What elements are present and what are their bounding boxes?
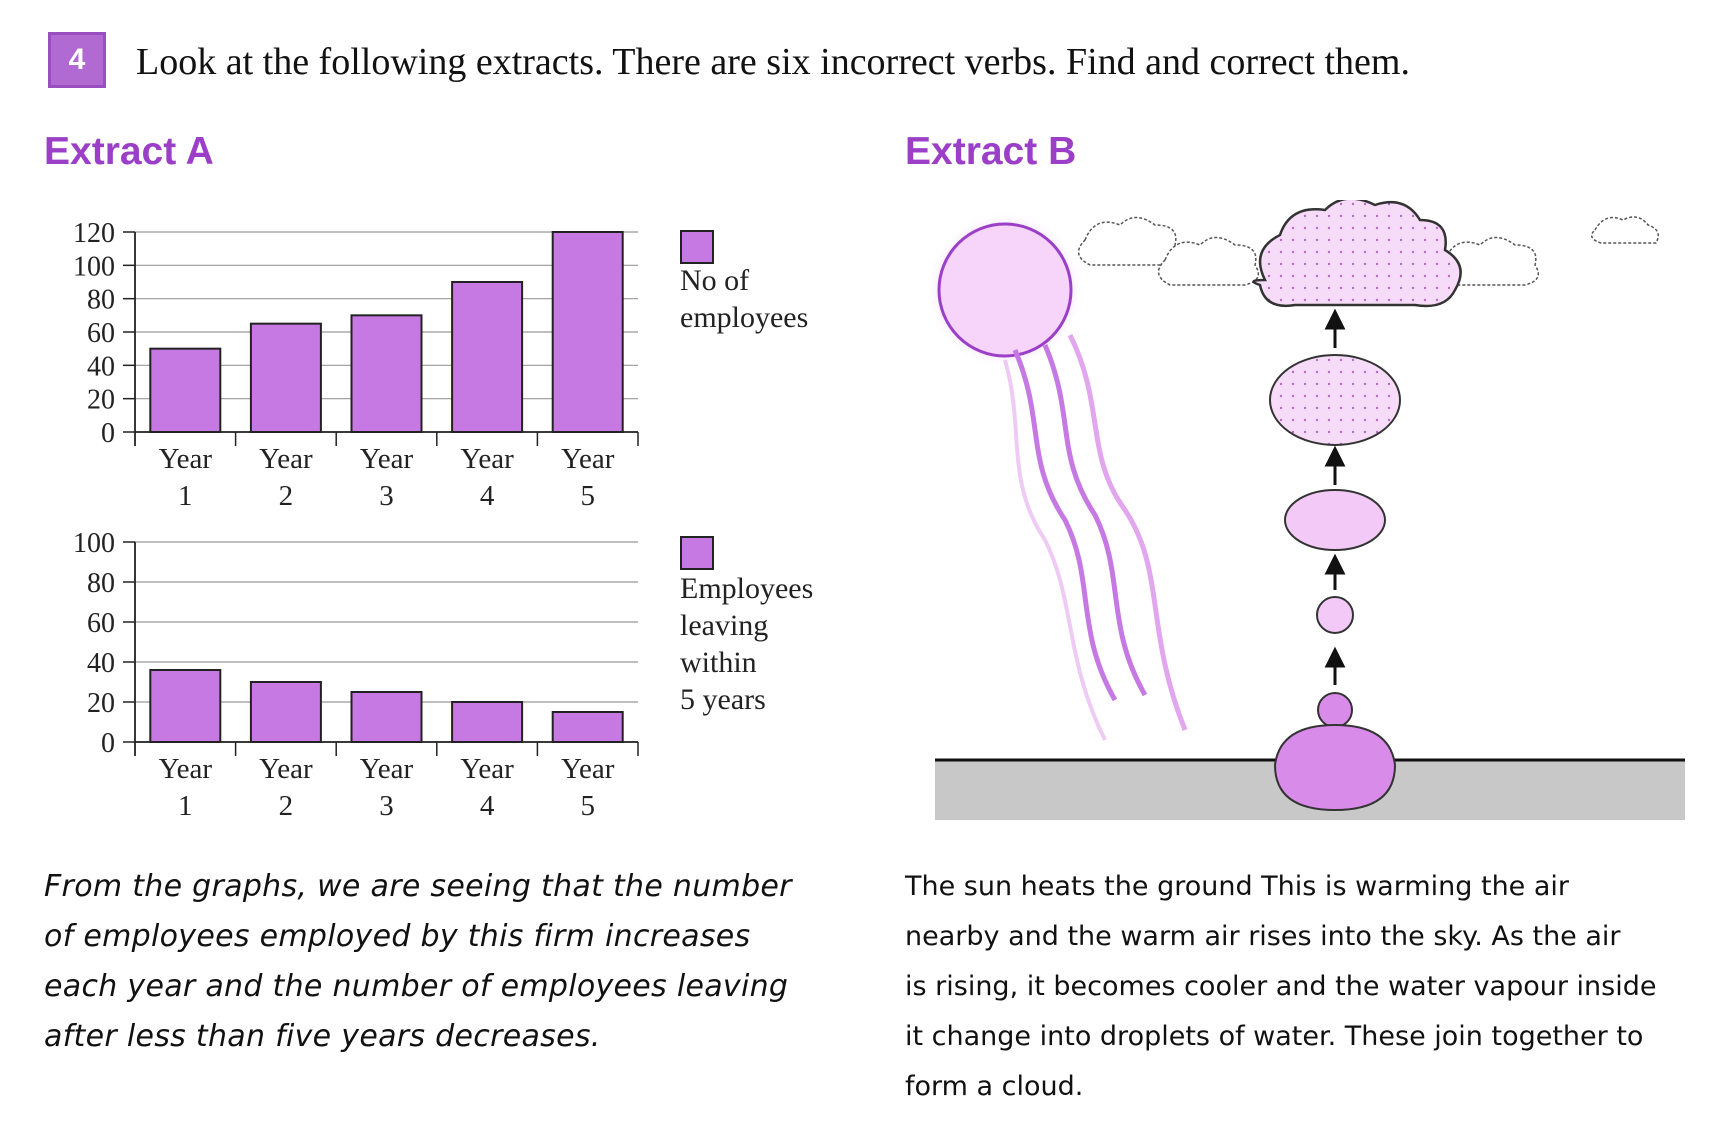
- x-tick-label: 4: [480, 480, 495, 512]
- legend-line: 5 years: [680, 683, 766, 716]
- x-tick-label: 3: [379, 790, 394, 822]
- task-instruction: Look at the following extracts. There ar…: [136, 41, 1410, 83]
- sun-icon: [927, 212, 1188, 741]
- task-header: 4 Look at the following extracts. There …: [48, 32, 1708, 92]
- leavers-chart-svg: 0 20 40 60 80 100 Year 1 Year 2 Year 3 Year 4 Year 5: [73, 528, 639, 822]
- legend-label-leavers: Employees leaving within 5 years: [680, 570, 880, 718]
- x-tick-label: 1: [178, 480, 193, 512]
- legend-label-employees: No of employees: [680, 262, 880, 336]
- y-tick-label: 80: [87, 285, 115, 316]
- x-tick-label: Year: [259, 753, 313, 785]
- rising-air-bubble-icon: [1269, 354, 1401, 812]
- extract-b-title: Extract B: [905, 130, 1077, 173]
- x-tick-label: Year: [360, 753, 414, 785]
- y-tick-label: 0: [101, 728, 115, 759]
- y-tick-label: 20: [87, 688, 115, 719]
- bar: [249, 322, 322, 433]
- bar: [350, 691, 423, 743]
- x-tick-label: Year: [159, 443, 213, 475]
- bar: [551, 711, 624, 743]
- y-tick-label: 20: [87, 385, 115, 416]
- bar: [249, 681, 322, 743]
- y-tick-label: 40: [87, 351, 115, 382]
- y-tick-label: 120: [73, 218, 115, 249]
- leavers-bar-chart: 0 20 40 60 80 100 Year 1 Year 2 Year 3 Year 4 Year 5 Em…: [40, 528, 840, 840]
- x-tick-label: 4: [480, 790, 495, 822]
- x-tick-label: Year: [561, 753, 615, 785]
- legend-line: No of: [680, 264, 750, 297]
- bar: [149, 347, 222, 434]
- y-tick-label: 0: [101, 418, 115, 449]
- x-tick-label: Year: [159, 753, 213, 785]
- legend-line: leaving: [680, 609, 769, 642]
- legend-line: Employees: [680, 572, 814, 605]
- x-tick-label: Year: [360, 443, 414, 475]
- y-tick-label: 80: [87, 568, 115, 599]
- x-tick-label: Year: [460, 443, 514, 475]
- bar: [451, 281, 524, 433]
- x-tick-label: 2: [279, 480, 294, 512]
- x-tick-label: 5: [580, 790, 595, 822]
- legend-line: within: [680, 646, 757, 679]
- extract-b-text: The sun heats the ground This is warming…: [905, 871, 1657, 1102]
- arrow-up-icon: [1324, 308, 1346, 685]
- x-tick-label: 3: [379, 480, 394, 512]
- y-tick-label: 60: [87, 318, 115, 349]
- bar: [451, 701, 524, 743]
- bar: [551, 231, 624, 433]
- task-number-badge: 4: [48, 32, 106, 88]
- water-cycle-diagram: [927, 200, 1685, 820]
- bar: [149, 669, 222, 743]
- x-tick-label: Year: [460, 753, 514, 785]
- legend-swatch-employees: [680, 230, 714, 264]
- cloud-icon: [1252, 200, 1462, 308]
- x-tick-label: 5: [580, 480, 595, 512]
- x-tick-label: 1: [178, 790, 193, 822]
- x-tick-label: Year: [561, 443, 615, 475]
- y-tick-label: 40: [87, 648, 115, 679]
- y-tick-label: 60: [87, 608, 115, 639]
- y-tick-label: 100: [73, 528, 115, 559]
- small-clouds-icon: [1077, 216, 1659, 286]
- y-tick-label: 100: [73, 251, 115, 282]
- extract-a-text: From the graphs, we are seeing that the …: [44, 869, 792, 1054]
- legend-swatch-leavers: [680, 536, 714, 570]
- x-tick-label: 2: [279, 790, 294, 822]
- extract-a-title: Extract A: [44, 130, 214, 173]
- bar: [350, 314, 423, 433]
- employees-bar-chart: 0 20 40 60 80 100 120 Year 1 Year 2 Year 3 Year 4 Year 5…: [40, 218, 840, 530]
- legend-line: employees: [680, 301, 809, 334]
- x-tick-label: Year: [259, 443, 313, 475]
